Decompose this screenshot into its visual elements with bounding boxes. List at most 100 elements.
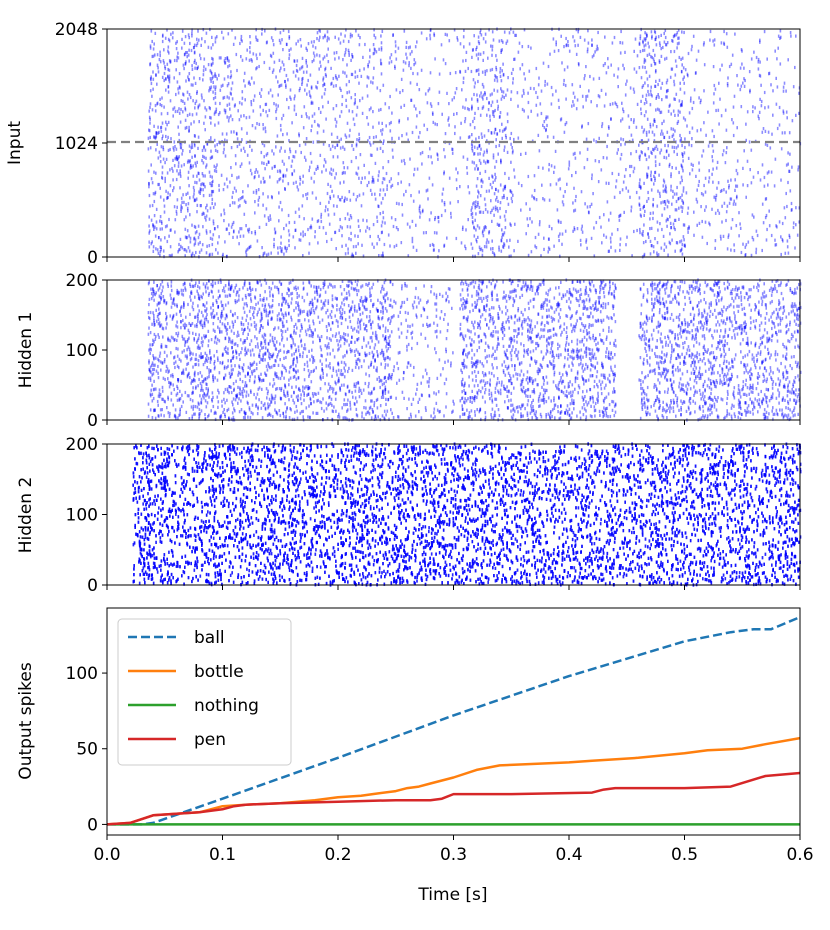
spike-dot xyxy=(300,344,303,348)
spike-dot xyxy=(192,185,195,190)
spike-dot xyxy=(553,49,556,53)
spike-dot xyxy=(643,254,645,258)
spike-dot xyxy=(688,143,690,147)
spike-dot xyxy=(384,300,386,304)
spike-dot xyxy=(390,216,393,220)
spike-dot xyxy=(259,349,261,353)
spike-dot xyxy=(305,333,308,337)
spike-dot xyxy=(611,171,614,176)
spike-dot xyxy=(403,29,406,33)
spike-dot xyxy=(479,28,482,32)
spike-dot xyxy=(309,151,312,156)
spike-dot xyxy=(717,108,720,112)
spike-dot xyxy=(348,390,350,394)
spike-dot xyxy=(166,139,168,143)
spike-dot xyxy=(181,292,183,296)
spike-dot xyxy=(298,319,301,323)
spike-dot xyxy=(356,338,359,342)
spike-dot xyxy=(440,213,443,218)
spike-dot xyxy=(297,376,300,380)
spike-dot xyxy=(370,416,373,420)
spike-dot xyxy=(365,229,367,233)
spike-dot xyxy=(265,310,268,314)
spike-dot xyxy=(387,342,390,346)
spike-dot xyxy=(150,29,153,33)
spike-dot xyxy=(680,205,682,209)
spike-dot xyxy=(376,309,379,313)
spike-dot xyxy=(291,385,293,389)
spike-dot xyxy=(148,297,151,301)
spike-dot xyxy=(329,196,332,201)
spike-dot xyxy=(269,294,271,298)
spike-dot xyxy=(768,72,770,76)
spike-dot xyxy=(358,176,360,180)
spike-dot xyxy=(278,312,280,316)
spike-dot xyxy=(466,166,468,170)
spike-dot xyxy=(510,131,513,136)
spike-dot xyxy=(604,62,606,66)
spike-dot xyxy=(225,366,228,370)
spike-dot xyxy=(187,361,190,366)
spike-dot xyxy=(645,110,647,114)
spike-dot xyxy=(459,69,461,74)
spike-dot xyxy=(327,60,330,64)
spike-dot xyxy=(280,318,282,322)
spike-dot xyxy=(352,254,355,258)
spike-dot xyxy=(340,292,343,296)
spike-dot xyxy=(312,51,315,55)
spike-dot xyxy=(436,153,439,157)
spike-dot xyxy=(665,43,668,47)
spike-dot xyxy=(269,214,271,218)
spike-dot xyxy=(370,293,372,298)
spike-dot xyxy=(331,403,333,407)
spike-dot xyxy=(273,237,275,242)
spike-dot xyxy=(720,237,722,241)
spike-dot xyxy=(486,139,488,143)
spike-dot xyxy=(390,177,392,181)
spike-dot xyxy=(638,196,641,200)
spike-dot xyxy=(354,287,357,291)
spike-dot xyxy=(169,245,172,249)
spike-dot xyxy=(734,188,736,192)
spike-dot xyxy=(490,103,493,108)
spike-dot xyxy=(203,57,206,61)
spike-dot xyxy=(550,85,553,90)
spike-dot xyxy=(148,109,150,113)
spike-dot xyxy=(339,41,342,45)
spike-dot xyxy=(750,57,753,61)
spike-dot xyxy=(266,349,269,353)
spike-dot xyxy=(316,31,319,35)
spike-dot xyxy=(743,77,745,81)
spike-dot xyxy=(154,293,156,297)
spike-dot xyxy=(216,163,218,167)
spike-dot xyxy=(589,74,591,79)
spike-dot xyxy=(296,416,299,420)
spike-dot xyxy=(189,166,192,170)
spike-dot xyxy=(311,114,314,118)
spike-dot xyxy=(207,415,209,419)
spike-dot xyxy=(534,244,536,248)
spike-dot xyxy=(147,376,150,380)
spike-dot xyxy=(654,62,657,66)
spike-dot xyxy=(253,81,255,85)
spike-dot xyxy=(786,204,788,209)
spike-dot xyxy=(179,397,182,401)
spike-dot xyxy=(189,353,191,357)
spike-dot xyxy=(680,137,682,141)
spike-dot xyxy=(338,412,340,416)
spike-dot xyxy=(241,58,244,62)
spike-dot xyxy=(521,63,524,67)
spike-dot xyxy=(224,337,227,341)
spike-dot xyxy=(425,37,428,41)
spike-dot xyxy=(224,109,227,113)
spike-dot xyxy=(323,55,326,59)
spike-dot xyxy=(223,391,225,395)
spike-dot xyxy=(151,108,154,112)
spike-dot xyxy=(196,90,198,94)
spike-dot xyxy=(209,230,212,234)
spike-dot xyxy=(248,80,250,84)
spike-dot xyxy=(307,319,310,323)
spike-dot xyxy=(303,367,306,372)
spike-dot xyxy=(371,180,373,184)
spike-dot xyxy=(249,144,251,148)
